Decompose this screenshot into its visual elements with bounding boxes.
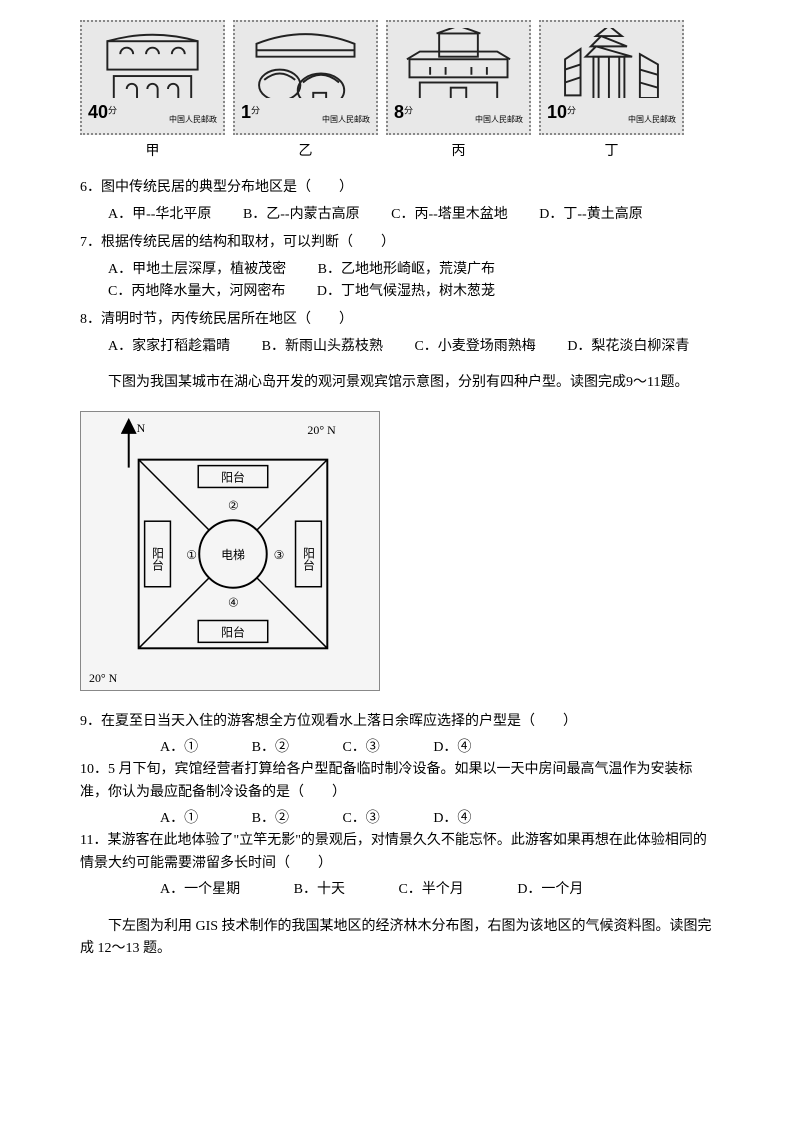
stamp-bing-value: 8 [394, 102, 404, 122]
q9-opt-a: A．① [160, 737, 198, 759]
stamp-ding-unit: 分 [567, 106, 576, 116]
stamp-jia-issuer: 中国人民邮政 [169, 114, 217, 127]
room-1: ① [186, 547, 197, 561]
q11-opt-a: A．一个星期 [160, 879, 240, 901]
q8-opt-d: D．梨花淡白柳深青 [567, 336, 689, 358]
q10-opt-a: A．① [160, 808, 198, 830]
q9-options: A．① B．② C．③ D．④ [160, 737, 720, 759]
q10-options: A．① B．② C．③ D．④ [160, 808, 720, 830]
stamp-jia-footer: 40分 中国人民邮政 [88, 98, 217, 127]
room-3: ③ [274, 547, 285, 561]
q6-opt-c: C．丙--塔里木盆地 [391, 204, 508, 226]
stamp-ding: 10分 中国人民邮政 [539, 20, 684, 135]
room-4: ④ [228, 595, 239, 609]
hotel-diagram: N 20° N 20° N 电梯 阳台 阳台 阳台 阳台 ① ② ③ ④ [80, 411, 720, 691]
balcony-top: 阳台 [221, 470, 245, 484]
stamp-jia-unit: 分 [108, 106, 117, 116]
q6-options: A．甲--华北平原 B．乙--内蒙古高原 C．丙--塔里木盆地 D．丁--黄土高… [108, 204, 720, 226]
stamp-labels: 甲 乙 丙 丁 [80, 141, 720, 163]
stamps-row: 40分 中国人民邮政 1分 中国人民邮政 8分 中国人民邮政 10分 中国人民邮… [80, 20, 720, 135]
balcony-right: 阳台 [301, 547, 315, 571]
q6-opt-d: D．丁--黄土高原 [539, 204, 642, 226]
lat-bl: 20° N [89, 671, 118, 685]
q6-opt-b: B．乙--内蒙古高原 [243, 204, 360, 226]
intro-9-11: 下图为我国某城市在湖心岛开发的观河景观宾馆示意图，分别有四种户型。读图完成9～1… [80, 372, 720, 394]
q7-text: 7．根据传统民居的结构和取材，可以判断（ ） [80, 232, 720, 254]
q8-text: 8．清明时节，丙传统民居所在地区（ ） [80, 309, 720, 331]
stamp-label-jia: 甲 [80, 141, 225, 163]
q9-text: 9．在夏至日当天入住的游客想全方位观看水上落日余晖应选择的户型是（ ） [80, 711, 720, 733]
stamp-label-yi: 乙 [233, 141, 378, 163]
intro-12-13: 下左图为利用 GIS 技术制作的我国某地区的经济林木分布图，右图为该地区的气候资… [80, 916, 720, 961]
q7-opt-b: B．乙地地形崎岖，荒漠广布 [318, 259, 495, 281]
stamp-bing-unit: 分 [404, 106, 413, 116]
stamp-bing-art [394, 28, 523, 98]
stamp-bing-issuer: 中国人民邮政 [475, 114, 523, 127]
q10-opt-c: C．③ [342, 808, 379, 830]
lat-tr: 20° N [307, 422, 336, 436]
stamp-yi-art [241, 28, 370, 98]
q9-opt-d: D．④ [433, 737, 471, 759]
q7-opt-c: C．丙地降水量大，河网密布 [108, 281, 285, 303]
q10-text: 10．5 月下旬，宾馆经营者打算给各户型配备临时制冷设备。如果以一天中房间最高气… [80, 759, 720, 804]
stamp-yi-value: 1 [241, 102, 251, 122]
stamp-ding-value: 10 [547, 102, 567, 122]
balcony-bottom: 阳台 [221, 625, 245, 639]
q7-options: A．甲地土层深厚，植被茂密 B．乙地地形崎岖，荒漠广布 C．丙地降水量大，河网密… [108, 259, 720, 304]
stamp-jia-art [88, 28, 217, 98]
balcony-left: 阳台 [151, 547, 165, 571]
elevator-label: 电梯 [221, 547, 245, 561]
stamp-ding-footer: 10分 中国人民邮政 [547, 98, 676, 127]
q11-text: 11．某游客在此地体验了"立竿无影"的景观后，对情景久久不能忘怀。此游客如果再想… [80, 830, 720, 875]
stamp-label-ding: 丁 [539, 141, 684, 163]
stamp-jia: 40分 中国人民邮政 [80, 20, 225, 135]
q6-opt-a: A．甲--华北平原 [108, 204, 211, 226]
q8-opt-a: A．家家打稻趁霜晴 [108, 336, 230, 358]
stamp-yi-footer: 1分 中国人民邮政 [241, 98, 370, 127]
q11-opt-d: D．一个月 [517, 879, 583, 901]
stamp-label-bing: 丙 [386, 141, 531, 163]
q7-opt-d: D．丁地气候湿热，树木葱茏 [317, 281, 495, 303]
q9-opt-c: C．③ [342, 737, 379, 759]
q7-opt-a: A．甲地土层深厚，植被茂密 [108, 259, 286, 281]
room-2: ② [228, 498, 239, 512]
q10-opt-d: D．④ [433, 808, 471, 830]
q10-opt-b: B．② [252, 808, 289, 830]
stamp-yi-unit: 分 [251, 106, 260, 116]
q6-text: 6．图中传统民居的典型分布地区是（ ） [80, 177, 720, 199]
q11-opt-c: C．半个月 [398, 879, 463, 901]
q8-opt-b: B．新雨山头荔枝熟 [262, 336, 383, 358]
stamp-ding-art [547, 28, 676, 98]
stamp-yi: 1分 中国人民邮政 [233, 20, 378, 135]
stamp-ding-issuer: 中国人民邮政 [628, 114, 676, 127]
north-label: N [137, 420, 146, 434]
stamp-bing-footer: 8分 中国人民邮政 [394, 98, 523, 127]
stamp-jia-value: 40 [88, 102, 108, 122]
q11-opt-b: B．十天 [294, 879, 345, 901]
q9-opt-b: B．② [252, 737, 289, 759]
q8-opt-c: C．小麦登场雨熟梅 [414, 336, 535, 358]
stamp-bing: 8分 中国人民邮政 [386, 20, 531, 135]
q11-options: A．一个星期 B．十天 C．半个月 D．一个月 [160, 879, 720, 901]
stamp-yi-issuer: 中国人民邮政 [322, 114, 370, 127]
q8-options: A．家家打稻趁霜晴 B．新雨山头荔枝熟 C．小麦登场雨熟梅 D．梨花淡白柳深青 [108, 336, 720, 358]
